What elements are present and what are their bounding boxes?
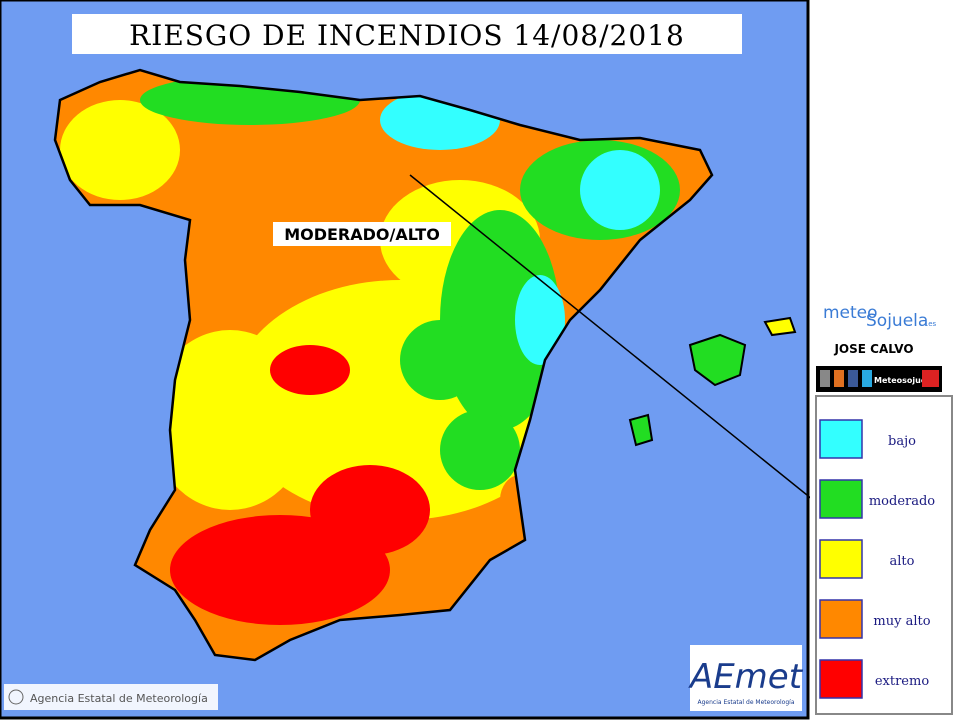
social-icon (820, 370, 830, 387)
social-handle: Meteosojuela (874, 376, 934, 385)
legend-swatch (819, 479, 863, 519)
mallorca (688, 333, 747, 387)
legend-swatch (819, 659, 863, 699)
credit-box (4, 684, 218, 710)
legend-swatch (819, 539, 863, 579)
aemet-caption: Agencia Estatal de Meteorología (698, 699, 795, 706)
map-frame (0, 0, 810, 720)
author: JOSE CALVO (833, 342, 913, 356)
brand-meteo: meteo (823, 303, 878, 323)
aemet-logo: AEmet (688, 657, 804, 697)
legend-swatch (819, 599, 863, 639)
title-box (72, 14, 742, 54)
legend-label: alto (890, 554, 915, 569)
legend-label: muy alto (873, 614, 930, 629)
brand-sojuela: Sojuela (866, 311, 928, 331)
legend-label: bajo (888, 434, 916, 449)
social-icon (834, 370, 844, 387)
legend-swatch (819, 419, 863, 459)
legend: bajo moderado alto muy alto extremo (819, 419, 935, 699)
menorca (763, 316, 797, 337)
annotation-line (409, 174, 839, 521)
annotation-box (273, 222, 451, 246)
youtube-icon (922, 370, 939, 387)
annotation: MODERADO/ALTO (284, 225, 440, 244)
agency-credit: Agencia Estatal de Meteorología (30, 692, 208, 705)
aemet-logo-box (690, 645, 802, 711)
copyright-icon (8, 689, 24, 705)
social-icon (848, 370, 858, 387)
ibiza (628, 413, 654, 447)
legend-label: extremo (875, 674, 929, 689)
social-icon (862, 370, 872, 387)
brand-domain: .es (926, 320, 937, 328)
legend-label: moderado (869, 494, 935, 509)
title: RIESGO DE INCENDIOS 14/08/2018 (129, 19, 685, 52)
